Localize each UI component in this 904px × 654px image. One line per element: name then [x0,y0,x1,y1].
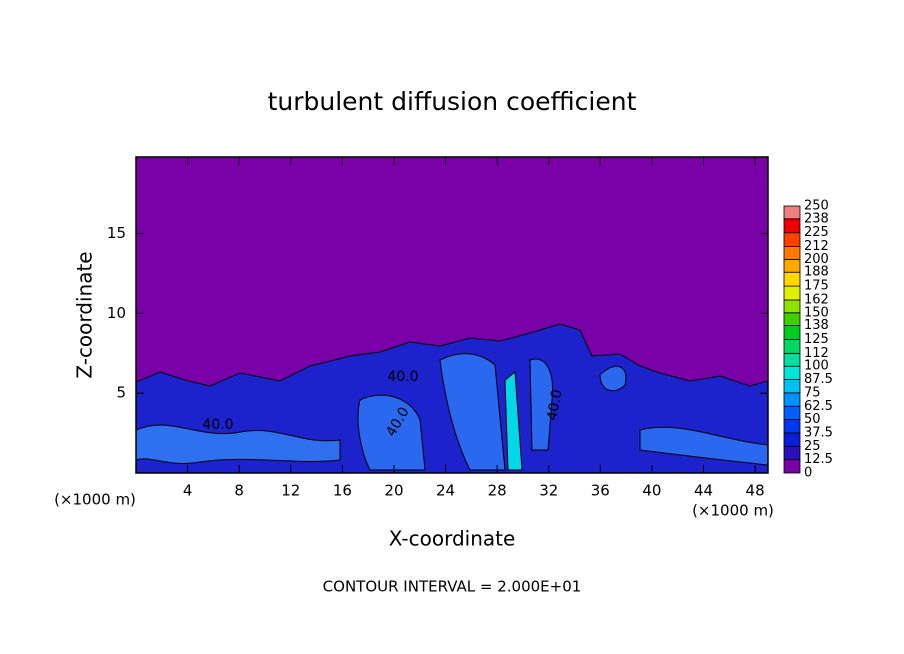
y-axis-label: Z-coordinate [73,251,97,378]
x-tick-label: 36 [591,482,610,500]
contour-field [135,157,769,474]
x-tick-label: 4 [183,482,193,500]
colorbar-band [783,445,801,461]
colorbar-tick-label: 112 [804,346,829,361]
colorbar-band [783,271,801,287]
x-tick-label: 28 [488,482,507,500]
colorbar-band [783,218,801,234]
contour-label: 40.0 [387,369,418,385]
x-tick-label: 40 [642,482,661,500]
colorbar-band [783,419,801,434]
x-tick-label: 24 [436,482,455,500]
footer-note: CONTOUR INTERVAL = 2.000E+01 [323,578,582,596]
colorbar-tick-label: 25 [804,439,821,454]
colorbar-tick-label: 175 [804,279,829,294]
colorbar-band [783,246,801,260]
colorbar-tick-label: 225 [804,225,829,240]
colorbar-band [783,232,801,247]
colorbar-band [783,325,801,340]
colorbar-tick-label: 12.5 [804,452,833,467]
x-axis-label: X-coordinate [389,527,516,551]
colorbar-band [783,405,801,421]
chart-title: turbulent diffusion coefficient [268,87,637,116]
colorbar-tick-label: 200 [804,252,829,267]
colorbar-tick-label: 50 [804,412,821,427]
colorbar-tick-label: 138 [804,318,829,333]
colorbar-tick-label: 62.5 [804,399,833,414]
colorbar-tick-label: 125 [804,332,829,347]
colorbar-tick-label: 150 [804,305,829,320]
colorbar-tick-label: 0 [804,466,812,481]
y-tick-label: 10 [107,304,126,322]
x-unit: (×1000 m) [692,502,774,520]
colorbar-band [783,299,801,314]
colorbar-band [783,379,801,394]
x-tick-label: 48 [746,482,765,500]
colorbar-band [783,392,801,407]
field-region [135,424,341,465]
y-tick-label: 5 [116,384,126,402]
colorbar-tick-label: 162 [804,292,829,307]
contour-label: 40.0 [202,417,233,433]
colorbar-band [783,285,801,301]
field-region [504,371,523,471]
x-tick-label: 32 [539,482,558,500]
colorbar-tick-label: 87.5 [804,372,833,387]
plot-frame [135,156,769,474]
colorbar-band [783,352,801,367]
colorbar-band [783,258,801,273]
x-tick-label: 44 [694,482,713,500]
field-region [357,394,426,471]
colorbar-band [783,339,801,354]
colorbar-band [783,459,801,474]
colorbar-tick-label: 75 [804,385,821,400]
x-tick-label: 20 [384,482,403,500]
x-unit: (×1000 m) [54,491,136,509]
colorbar-tick-label: 238 [804,211,829,226]
field-region [439,353,506,471]
colorbar-band [783,312,801,327]
field-region [529,358,554,451]
contour-label: 40.0 [544,388,565,421]
colorbar-tick-label: 250 [804,199,829,214]
x-tick-label: 8 [234,482,244,500]
colorbar-tick-label: 212 [804,239,829,254]
colorbar-band [783,205,801,220]
colorbar-tick-label: 188 [804,265,829,280]
x-tick-label: 16 [333,482,352,500]
colorbar-tick-label: 37.5 [804,425,833,440]
y-tick-label: 15 [107,224,126,242]
colorbar-band [783,432,801,447]
colorbar-tick-label: 100 [804,359,829,374]
colorbar-band [783,365,801,380]
field-region [599,365,627,392]
x-tick-label: 12 [281,482,300,500]
